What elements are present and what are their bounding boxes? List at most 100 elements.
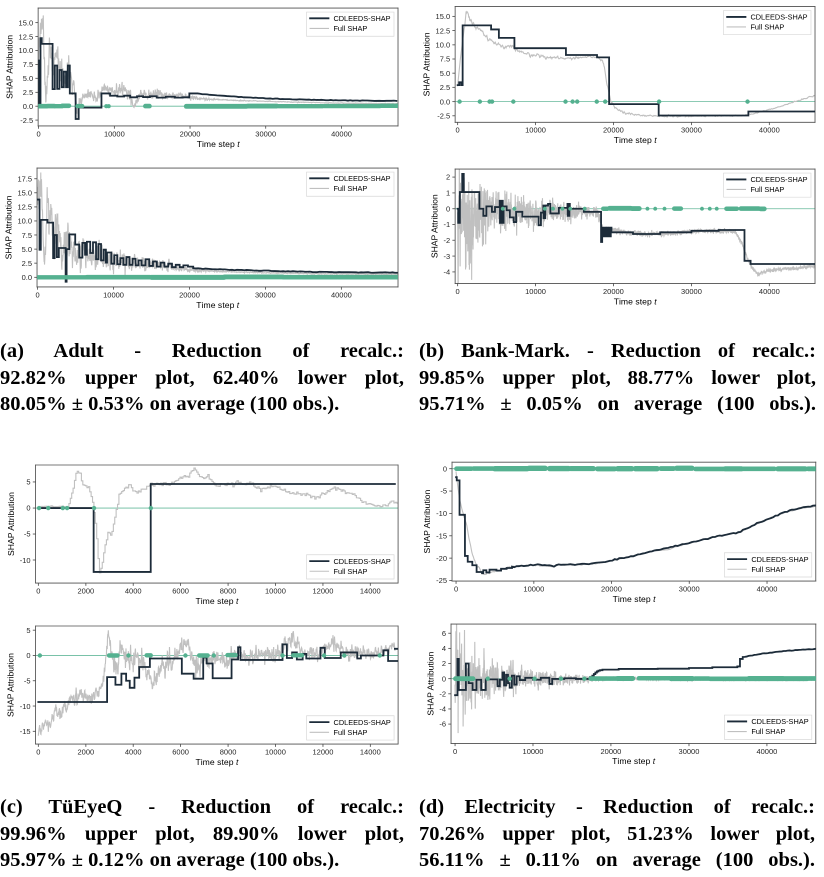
svg-text:0: 0 [456,287,460,296]
svg-text:T i m e: T i m e s t e p t [612,744,697,768]
svg-text:5: 5 [26,626,30,635]
svg-text:2000: 2000 [78,586,95,595]
svg-text:2: 2 [442,659,446,668]
svg-text:T i m e: T i m e s t e p t [614,123,699,149]
svg-text:17.5: 17.5 [17,174,32,183]
svg-text:-20: -20 [436,554,447,563]
svg-text:T i m e: T i m e s t e p t [195,745,280,768]
svg-text:0: 0 [26,651,30,660]
svg-text:Full SHAP: Full SHAP [333,184,367,193]
svg-text:-4: -4 [439,705,446,714]
svg-text:Full SHAP: Full SHAP [334,567,368,576]
svg-text:30000: 30000 [679,747,700,756]
svg-text:40000: 40000 [759,287,780,296]
svg-text:12.5: 12.5 [17,203,32,212]
svg-text:2: 2 [446,173,450,182]
svg-text:20000: 20000 [601,584,622,593]
svg-text:T i m e: T i m e s t e p t [196,288,281,314]
svg-text:T i m e: T i m e s t e p t [613,582,698,608]
svg-text:SHAP Attribution: SHAP Attribution [430,194,440,258]
svg-text:15.0: 15.0 [17,189,32,198]
svg-text:-5: -5 [24,676,31,685]
svg-text:7.5: 7.5 [440,55,450,64]
svg-text:-25: -25 [436,576,447,585]
svg-text:SHAP Attribution: SHAP Attribution [422,32,432,96]
svg-text:0.0: 0.0 [23,102,33,111]
svg-text:CDLEEDS-SHAP: CDLEEDS-SHAP [751,555,808,564]
svg-text:6000: 6000 [172,748,189,757]
svg-text:0: 0 [36,586,40,595]
svg-text:2.5: 2.5 [440,83,450,92]
svg-text:0: 0 [26,504,30,513]
svg-text:8000: 8000 [220,748,237,757]
svg-text:30000: 30000 [255,129,276,138]
svg-text:Full SHAP: Full SHAP [334,728,368,737]
svg-text:10000: 10000 [103,290,124,299]
svg-text:T i m e: T i m e s t e p t [197,127,282,153]
svg-text:-1: -1 [443,220,450,229]
svg-text:10000: 10000 [523,747,544,756]
svg-text:40000: 40000 [331,290,352,299]
svg-text:CDLEEDS-SHAP: CDLEEDS-SHAP [750,175,807,184]
svg-text:0.0: 0.0 [440,97,450,106]
svg-text:5.0: 5.0 [440,69,450,78]
svg-text:Full SHAP: Full SHAP [751,727,785,736]
svg-text:-5: -5 [24,530,31,539]
svg-text:20000: 20000 [180,129,201,138]
svg-text:6: 6 [442,629,446,638]
svg-text:0: 0 [446,204,450,213]
svg-text:-2.5: -2.5 [20,116,33,125]
svg-text:SHAP Attribution: SHAP Attribution [6,653,16,717]
svg-text:20000: 20000 [179,290,200,299]
svg-text:-2.5: -2.5 [437,111,450,120]
svg-text:CDLEEDS-SHAP: CDLEEDS-SHAP [334,718,391,727]
svg-text:40000: 40000 [757,584,778,593]
svg-text:4000: 4000 [125,586,142,595]
svg-text:40000: 40000 [756,747,777,756]
svg-text:-10: -10 [20,556,31,565]
svg-text:12.5: 12.5 [19,32,34,41]
svg-text:SHAP Attribution: SHAP Attribution [422,489,432,553]
svg-text:14000: 14000 [360,586,381,595]
svg-text:0: 0 [36,290,40,299]
svg-text:T i m e: T i m e s t e p t [614,284,699,310]
svg-text:10.0: 10.0 [436,40,451,49]
svg-text:Full SHAP: Full SHAP [333,24,367,33]
svg-text:30000: 30000 [255,290,276,299]
svg-text:2000: 2000 [78,748,95,757]
svg-text:10000: 10000 [265,586,286,595]
svg-text:10000: 10000 [525,126,546,135]
svg-text:5.0: 5.0 [22,245,32,254]
svg-text:5.0: 5.0 [23,74,33,83]
svg-text:SHAP Attribution: SHAP Attribution [6,492,16,556]
svg-text:10.0: 10.0 [17,217,32,226]
svg-text:10000: 10000 [523,584,544,593]
svg-text:0: 0 [453,747,457,756]
svg-text:-6: -6 [439,720,446,729]
svg-text:1: 1 [446,189,450,198]
svg-text:6000: 6000 [172,586,189,595]
svg-text:0: 0 [36,129,40,138]
svg-text:2.5: 2.5 [22,259,32,268]
svg-text:-10: -10 [20,702,31,711]
svg-text:-15: -15 [20,727,31,736]
svg-text:30000: 30000 [681,287,702,296]
svg-text:40000: 40000 [331,129,352,138]
svg-text:30000: 30000 [679,584,700,593]
svg-text:40000: 40000 [759,126,780,135]
svg-text:20000: 20000 [603,126,624,135]
svg-text:SHAP Attribution: SHAP Attribution [3,195,13,259]
svg-text:10000: 10000 [525,287,546,296]
svg-text:SHAP Attribution: SHAP Attribution [5,35,15,99]
svg-text:14000: 14000 [360,748,381,757]
svg-text:15.0: 15.0 [436,12,451,21]
svg-text:-15: -15 [436,531,447,540]
svg-text:Full SHAP: Full SHAP [750,185,784,194]
svg-text:0: 0 [442,674,446,683]
svg-text:CDLEEDS-SHAP: CDLEEDS-SHAP [333,174,390,183]
svg-text:-5: -5 [440,487,447,496]
svg-text:CDLEEDS-SHAP: CDLEEDS-SHAP [333,14,390,23]
svg-text:12000: 12000 [313,586,334,595]
svg-text:10.0: 10.0 [19,46,34,55]
svg-text:30000: 30000 [681,126,702,135]
